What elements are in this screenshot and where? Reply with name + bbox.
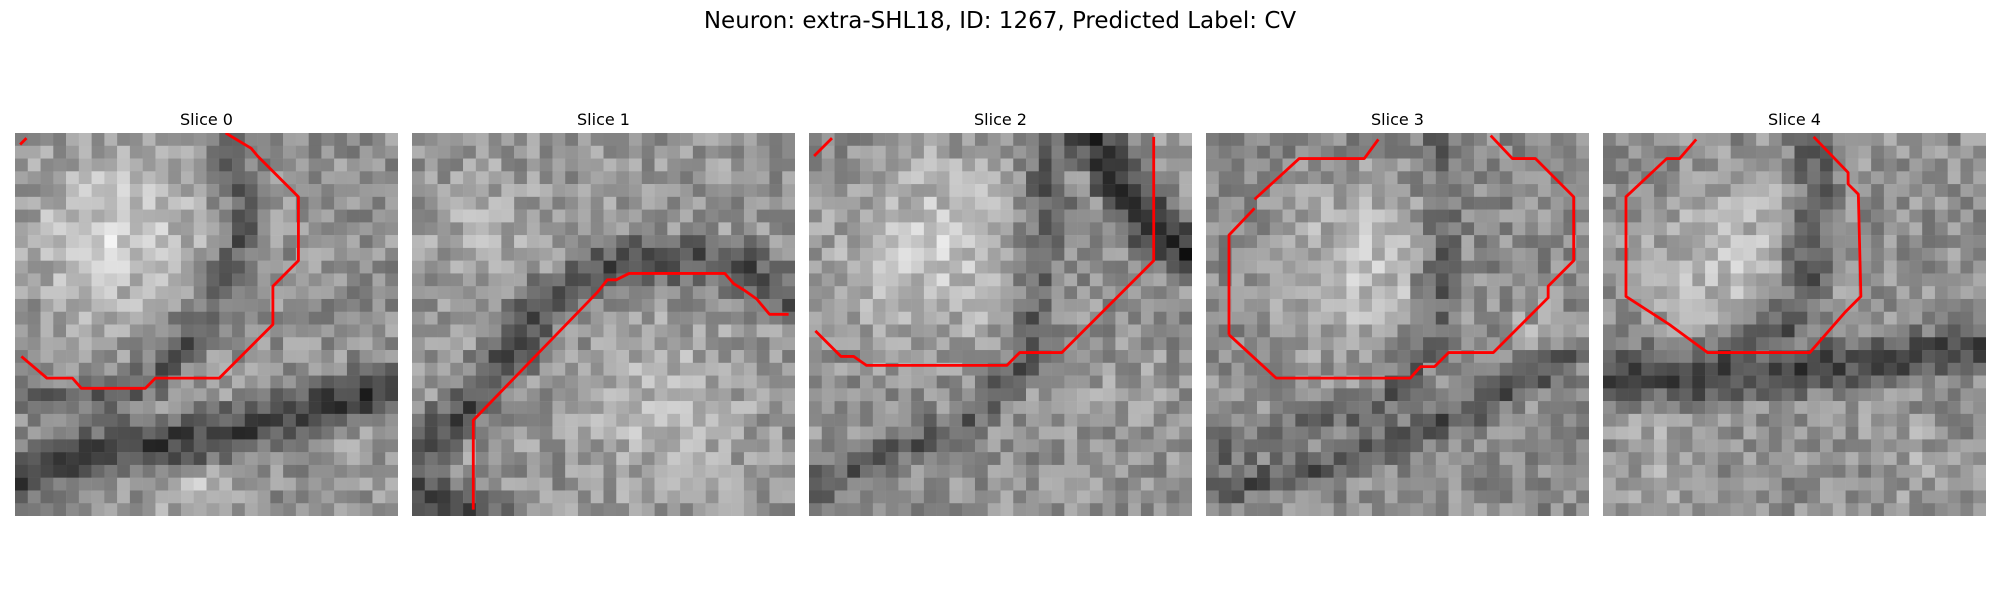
- segmentation-contour: [1228, 134, 1576, 380]
- slice-title: Slice 1: [577, 110, 630, 129]
- slice-title: Slice 0: [180, 110, 233, 129]
- slice-title: Slice 3: [1371, 110, 1424, 129]
- slice-panel-2: Slice 2: [809, 109, 1192, 516]
- figure-title: Neuron: extra-SHL18, ID: 1267, Predicted…: [703, 8, 1297, 34]
- segmentation-contour: [1253, 138, 1380, 201]
- segmentation-contour: [20, 133, 300, 390]
- slice-image: [1206, 133, 1589, 516]
- slice-image: [412, 133, 795, 516]
- slice-image: [809, 133, 1192, 516]
- segmentation-contour: [1624, 135, 1863, 354]
- segmentation-contour: [19, 137, 28, 146]
- slice-panel-0: Slice 0: [15, 109, 398, 516]
- slice-image: [15, 133, 398, 516]
- slice-panel-1: Slice 1: [412, 109, 795, 516]
- slice-image: [1603, 133, 1986, 516]
- slice-panel-3: Slice 3: [1206, 109, 1589, 516]
- slice-panel-4: Slice 4: [1603, 109, 1986, 516]
- segmentation-contour: [814, 136, 1156, 367]
- segmentation-contour: [813, 137, 833, 157]
- segmentation-contour: [1227, 207, 1256, 335]
- segmentation-contour: [471, 272, 789, 510]
- slice-title: Slice 2: [974, 110, 1027, 129]
- slice-title: Slice 4: [1768, 110, 1821, 129]
